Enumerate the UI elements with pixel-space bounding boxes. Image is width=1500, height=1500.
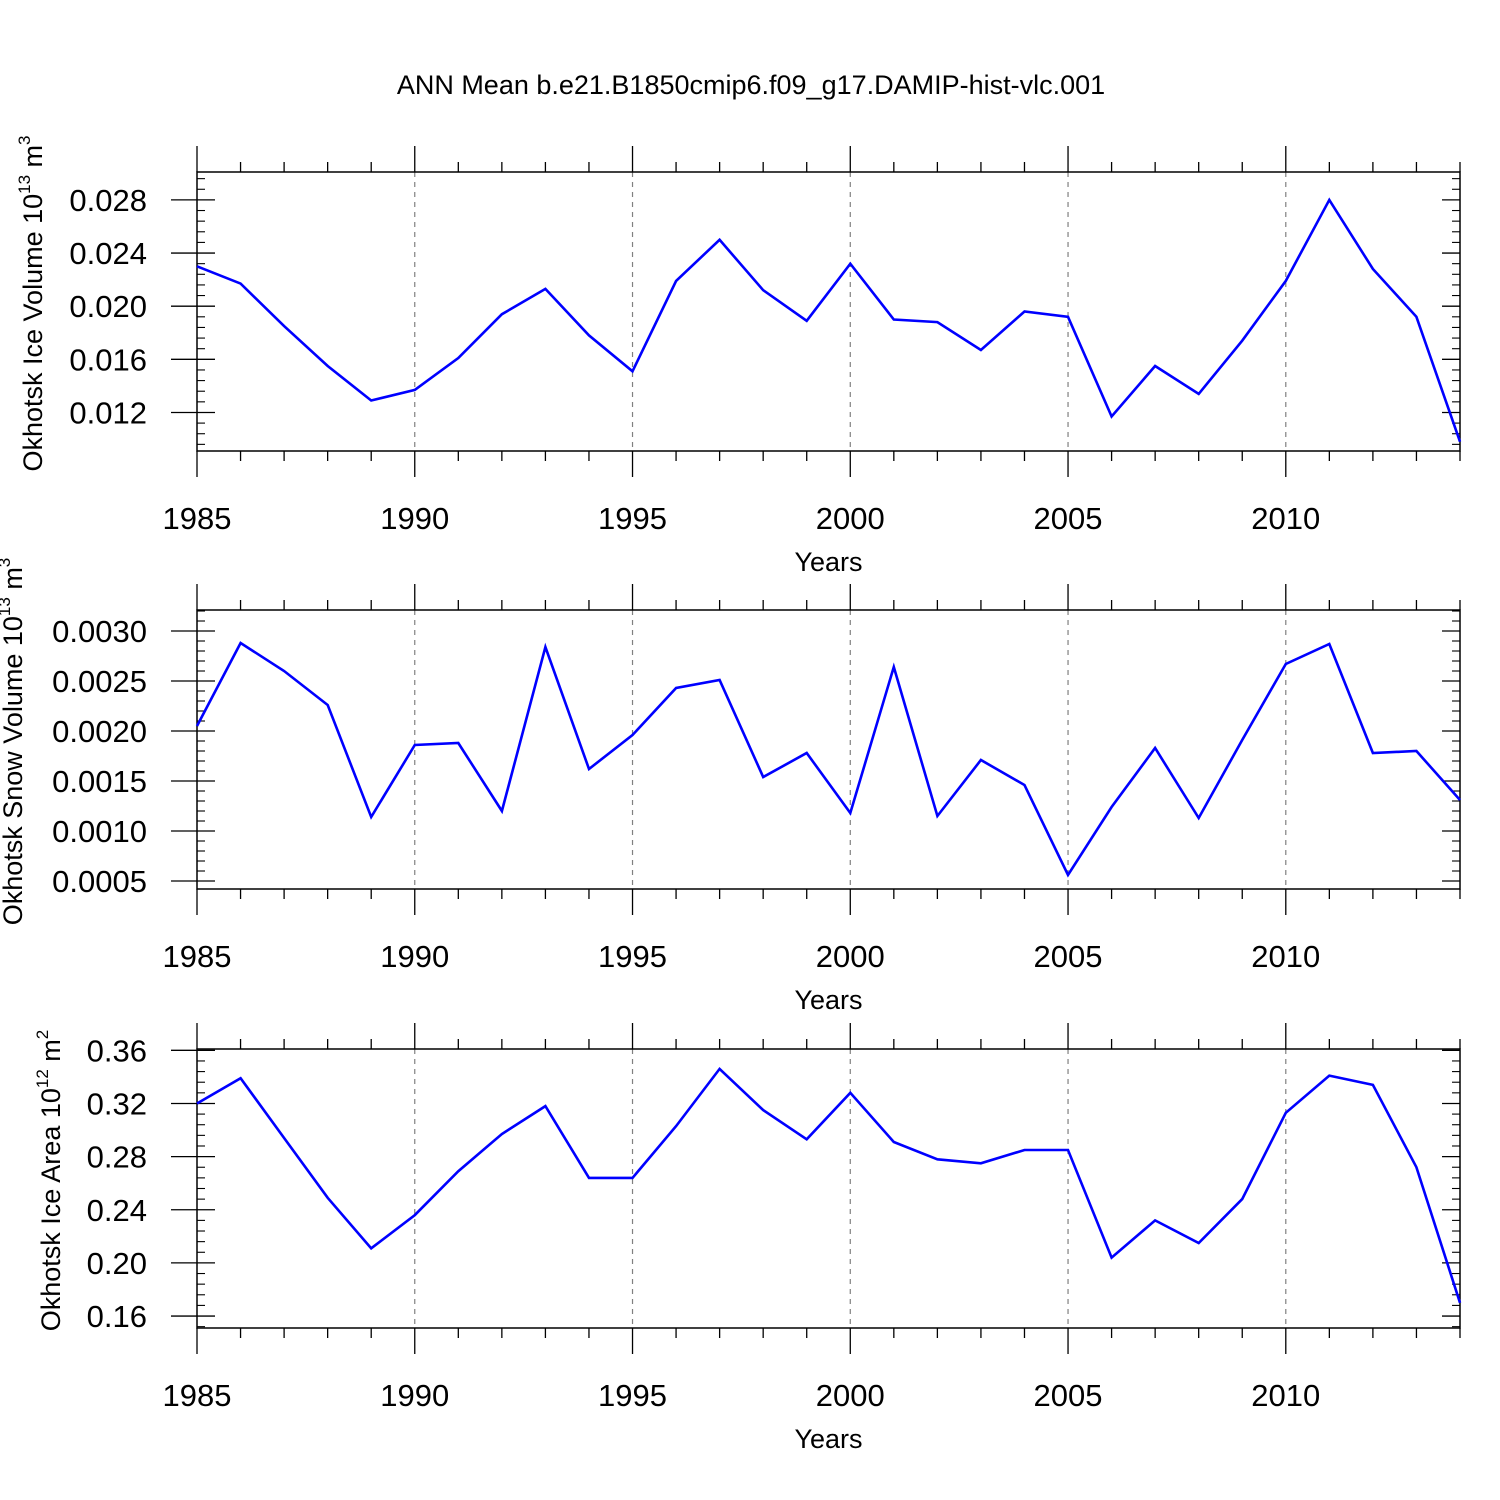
x-tick-label: 2005	[1034, 501, 1103, 536]
y-label-text: m	[18, 145, 48, 175]
x-tick-label: 1990	[380, 501, 449, 536]
x-tick-label: 2010	[1251, 939, 1320, 974]
plot-frame	[196, 1048, 1461, 1329]
y-label-superscript: 3	[15, 135, 34, 144]
x-tick-label: 1985	[163, 939, 232, 974]
y-tick-label: 0.020	[69, 289, 147, 324]
x-tick-label: 2005	[1034, 1378, 1103, 1413]
y-tick-label: 0.36	[87, 1033, 147, 1068]
series-line	[195, 641, 1461, 878]
x-tick-label: 1990	[380, 1378, 449, 1413]
y-tick-label: 0.20	[87, 1246, 147, 1281]
y-tick-label: 0.0020	[52, 714, 147, 749]
y-tick-label: 0.0010	[52, 814, 147, 849]
y-tick-label: 0.16	[87, 1299, 147, 1334]
y-tick-label: 0.24	[87, 1193, 147, 1228]
x-tick-label: 1995	[598, 501, 667, 536]
y-tick-label: 0.0005	[52, 864, 147, 899]
x-tick-label: 2010	[1251, 1378, 1320, 1413]
x-tick-label: 2005	[1034, 939, 1103, 974]
x-axis-label: Years	[794, 985, 862, 1015]
panel-3: 1985 1990 1995 2000 2005 2010 0.16 0.20 0.24 0.28…	[33, 1023, 1462, 1454]
y-tick-label: 0.024	[69, 236, 147, 271]
y-tick-label: 0.0030	[52, 614, 147, 649]
y-tick-label: 0.28	[87, 1140, 147, 1175]
y-label-text: Okhotsk Ice Area 10	[36, 1088, 66, 1331]
series-line	[196, 1066, 1462, 1304]
y-label-superscript: 13	[15, 175, 34, 194]
x-tick-label: 2000	[816, 501, 885, 536]
x-tick-label: 1995	[598, 939, 667, 974]
panel-2: 1985 1990 1995 2000 2005 2010 0.0005 0.0010 0.00…	[0, 558, 1461, 1015]
y-tick-label: 0.028	[69, 183, 147, 218]
panel-1: 1985 1990 1995 2000 2005 2010 0.012 0.016 0.020 0…	[15, 135, 1462, 577]
x-tick-label: 1995	[598, 1378, 667, 1413]
y-label-text: Okhotsk Snow Volume 10	[0, 616, 28, 925]
y-label-superscript: 12	[33, 1069, 52, 1088]
y-label-superscript: 13	[0, 597, 14, 616]
x-tick-label: 2010	[1251, 501, 1320, 536]
series-line	[196, 197, 1462, 443]
y-axis-label: Okhotsk Snow Volume 1013 m3	[0, 558, 28, 926]
y-tick-label: 0.016	[69, 342, 147, 377]
x-tick-label: 1990	[380, 939, 449, 974]
y-label-text: m	[36, 1039, 66, 1069]
x-tick-label: 1985	[163, 1378, 232, 1413]
y-label-text: m	[0, 567, 28, 597]
x-tick-label: 2000	[816, 1378, 885, 1413]
x-axis-label: Years	[794, 1424, 862, 1454]
y-tick-label: 0.0025	[52, 664, 147, 699]
y-label-superscript: 3	[0, 558, 14, 567]
x-tick-label: 2000	[816, 939, 885, 974]
y-axis-label: Okhotsk Ice Area 1012 m2	[33, 1030, 66, 1332]
y-tick-label: 0.0015	[52, 764, 147, 799]
y-axis-label: Okhotsk Ice Volume 1013 m3	[15, 135, 48, 471]
plot-frame	[196, 171, 1461, 452]
x-tick-label: 1985	[163, 501, 232, 536]
plot-frame	[196, 609, 1461, 890]
y-label-text: Okhotsk Ice Volume 10	[18, 194, 48, 472]
figure-title: ANN Mean b.e21.B1850cmip6.f09_g17.DAMIP-…	[397, 70, 1105, 100]
y-tick-label: 0.32	[87, 1086, 147, 1121]
x-axis-label: Years	[794, 547, 862, 577]
y-tick-label: 0.012	[69, 395, 147, 430]
y-label-superscript: 2	[33, 1030, 52, 1039]
